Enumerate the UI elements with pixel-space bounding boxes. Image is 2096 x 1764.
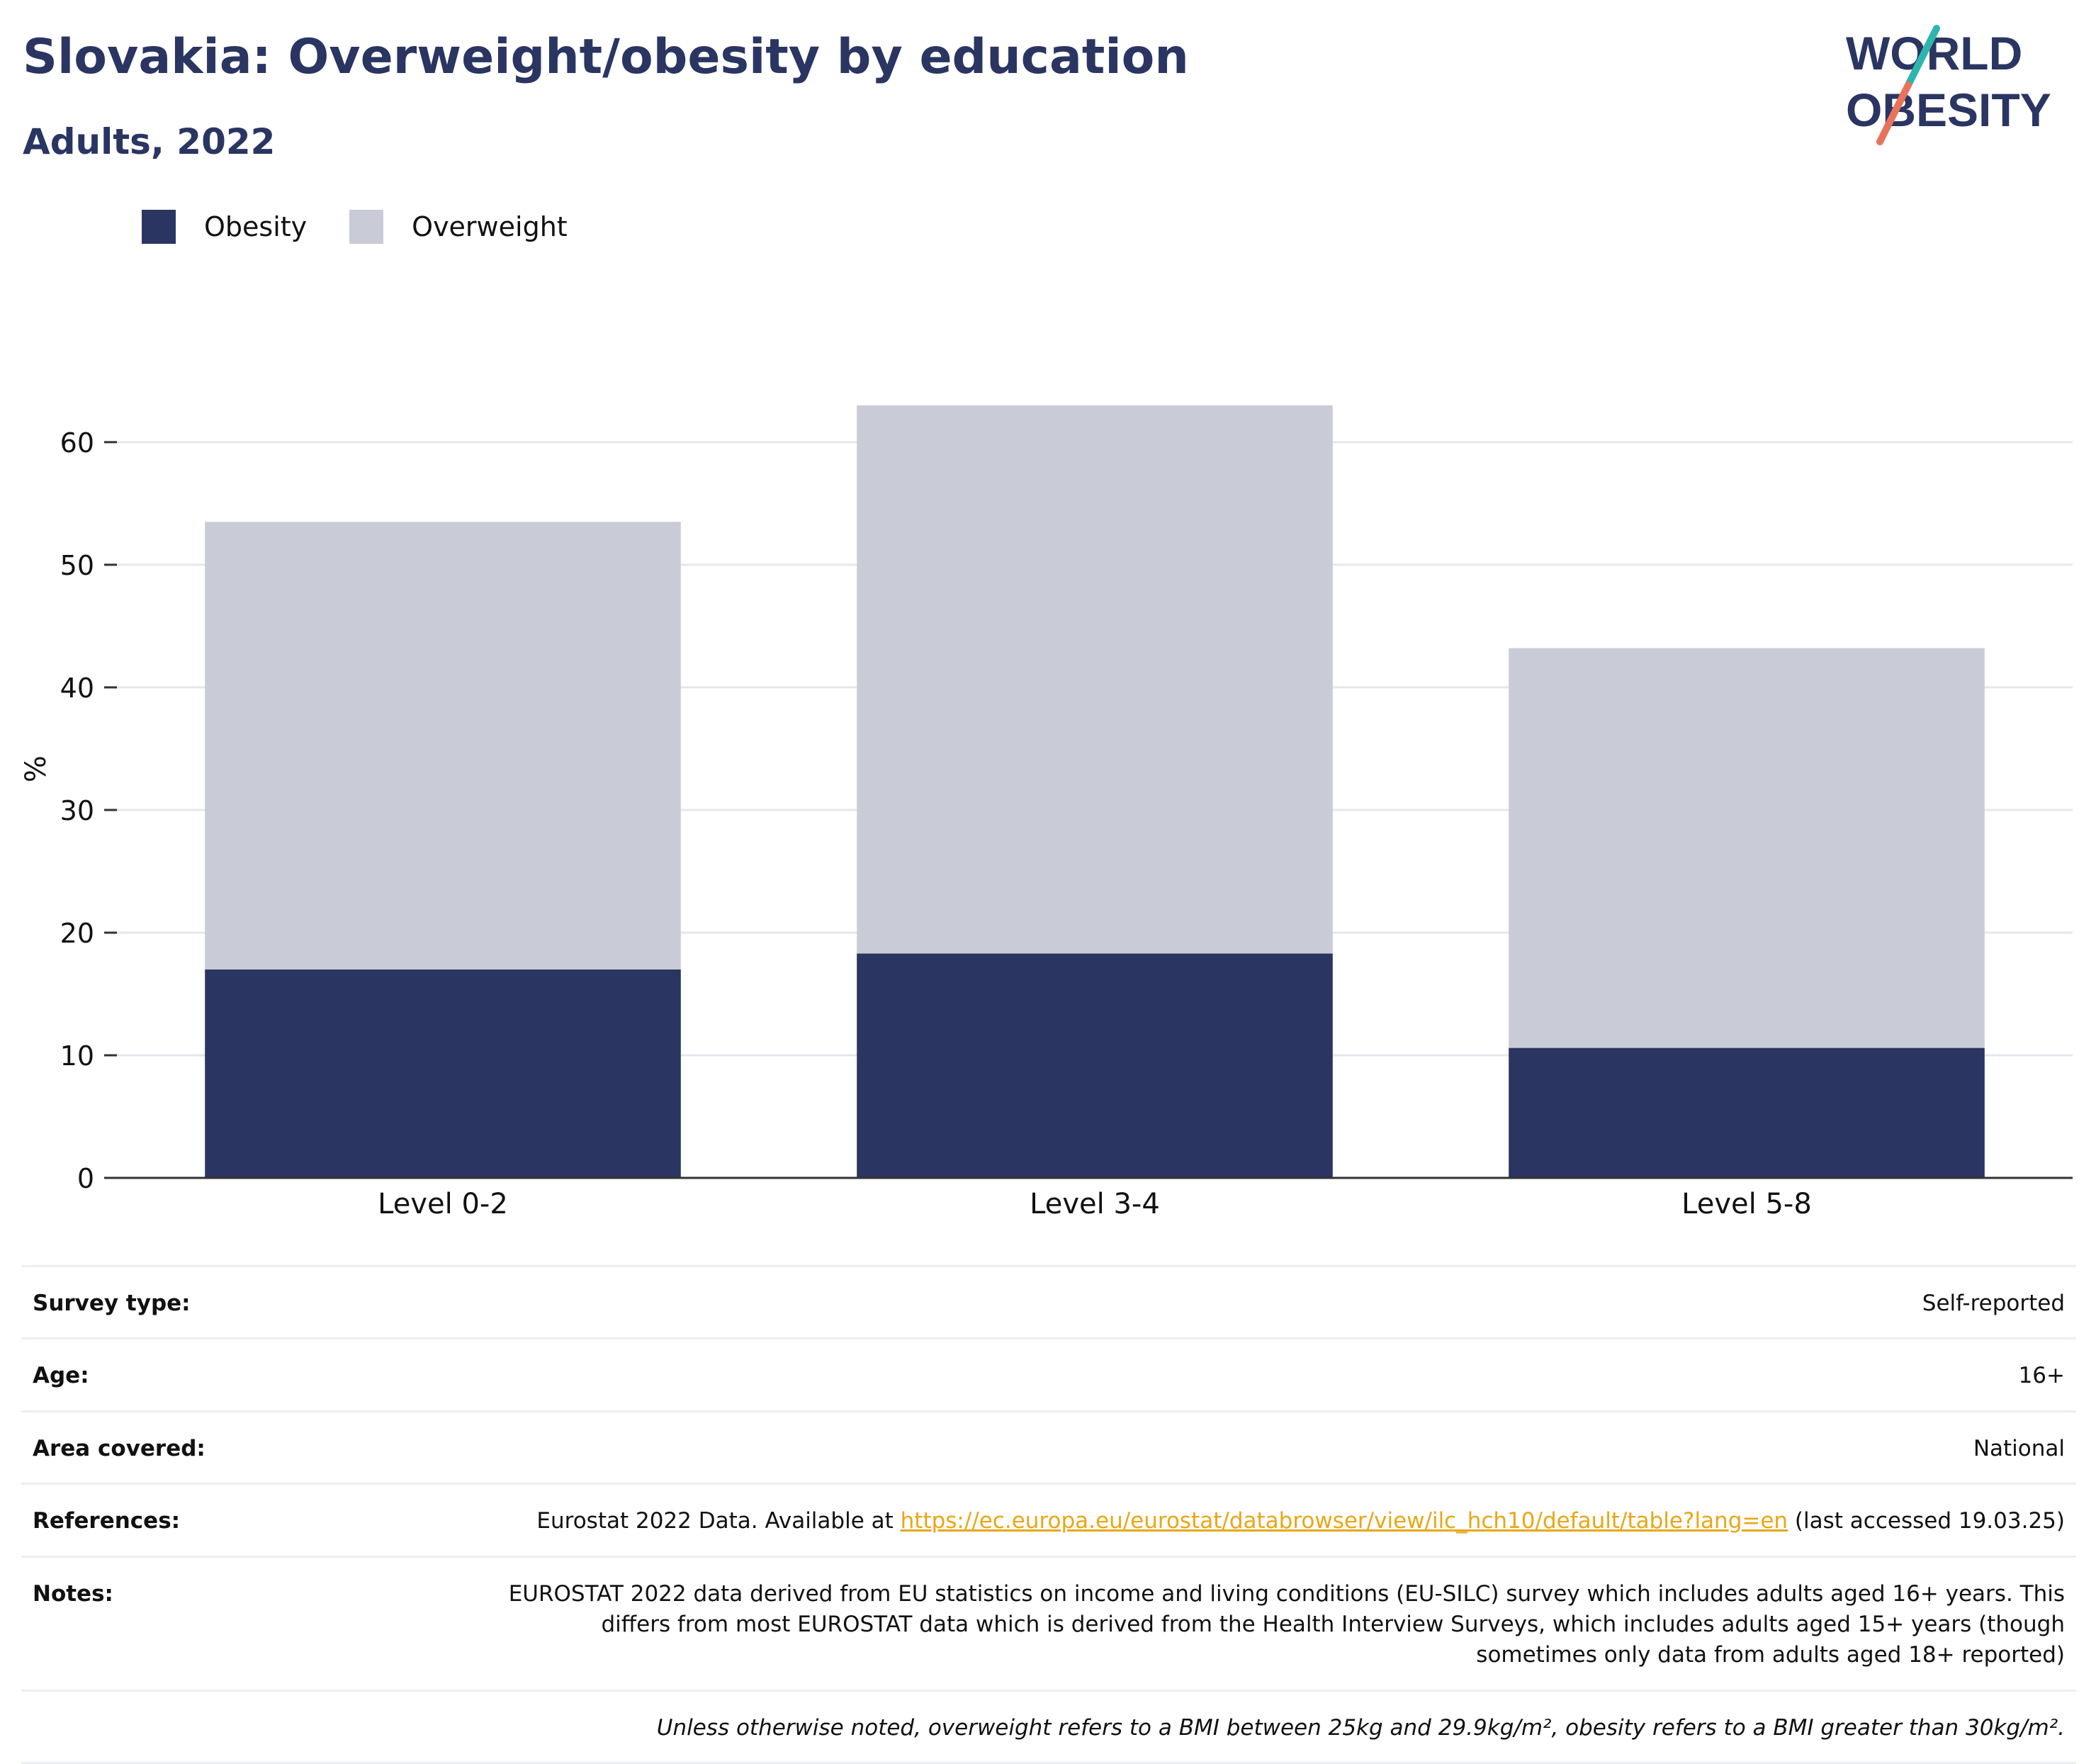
legend-item-obesity[interactable]: Obesity <box>142 210 307 244</box>
legend-swatch-overweight <box>349 210 384 244</box>
y-tick-label: 50 <box>60 550 94 581</box>
y-tick-label: 60 <box>60 427 94 459</box>
age-value: 16+ <box>2018 1363 2065 1389</box>
bar-group <box>205 405 1985 1178</box>
y-tick-label: 20 <box>60 918 94 949</box>
bar-overweight-3[interactable] <box>1509 648 1985 1048</box>
references-suffix: (last accessed 19.03.25) <box>1788 1508 2065 1534</box>
info-row-survey-type: Survey type: Self-reported <box>21 1265 2076 1337</box>
references-link[interactable]: https://ec.europa.eu/eurostat/databrowse… <box>900 1508 1788 1534</box>
info-row-age: Age: 16+ <box>21 1337 2076 1410</box>
references-value: Eurostat 2022 Data. Available at https:/… <box>536 1506 2065 1537</box>
x-axis-ticks: Level 0-2 Level 3-4 Level 5-8 <box>117 1176 2073 1220</box>
y-tick-label: 0 <box>77 1163 94 1194</box>
references-prefix: Eurostat 2022 Data. Available at <box>536 1508 901 1534</box>
notes-value: EUROSTAT 2022 data derived from EU stati… <box>508 1580 2065 1668</box>
info-row-notes: Notes: EUROSTAT 2022 data derived from E… <box>21 1555 2076 1690</box>
info-row-footnote: Unless otherwise noted, overweight refer… <box>21 1689 2076 1764</box>
info-row-area: Area covered: National <box>21 1410 2076 1483</box>
area-value: National <box>1973 1435 2065 1461</box>
references-label: References: <box>33 1508 181 1534</box>
legend-label-overweight: Overweight <box>412 211 568 242</box>
bar-overweight-2[interactable] <box>857 405 1333 954</box>
x-tick-label: Level 0-2 <box>378 1188 508 1220</box>
bar-obesity-2[interactable] <box>857 953 1333 1178</box>
notes-label: Notes: <box>33 1580 113 1607</box>
page-title: Slovakia: Overweight/obesity by educatio… <box>23 29 1189 85</box>
bar-obesity-3[interactable] <box>1509 1047 1985 1178</box>
chart-legend: Obesity Overweight <box>142 210 610 244</box>
y-tick-label: 30 <box>60 795 94 826</box>
y-tick-label: 40 <box>60 673 94 704</box>
survey-type-value: Self-reported <box>1922 1291 2065 1316</box>
y-axis-label: % <box>20 755 52 782</box>
survey-type-label: Survey type: <box>33 1291 191 1316</box>
info-row-references: References: Eurostat 2022 Data. Availabl… <box>21 1483 2076 1555</box>
area-label: Area covered: <box>33 1435 205 1461</box>
logo-word-2: OBESITY <box>1846 84 2051 136</box>
x-tick-label: Level 5-8 <box>1681 1188 1812 1220</box>
bar-obesity-1[interactable] <box>205 969 681 1178</box>
y-tick-label: 10 <box>60 1040 94 1072</box>
bar-chart: 0 10 20 30 40 50 60 Level 0-2 Level 3-4 Level 5-… <box>20 405 2073 1220</box>
x-tick-label: Level 3-4 <box>1030 1188 1160 1220</box>
definition-footnote: Unless otherwise noted, overweight refer… <box>656 1714 2065 1741</box>
age-label: Age: <box>33 1363 89 1389</box>
y-axis-ticks: 0 10 20 30 40 50 60 <box>60 427 117 1194</box>
legend-label-obesity: Obesity <box>204 211 308 242</box>
bar-overweight-1[interactable] <box>205 522 681 970</box>
legend-item-overweight[interactable]: Overweight <box>349 210 568 244</box>
legend-swatch-obesity <box>142 210 176 244</box>
world-obesity-logo: WORLD OBESITY <box>1846 25 2051 145</box>
metadata-table: Survey type: Self-reported Age: 16+ Area… <box>21 1265 2076 1764</box>
page-subtitle: Adults, 2022 <box>23 121 276 162</box>
